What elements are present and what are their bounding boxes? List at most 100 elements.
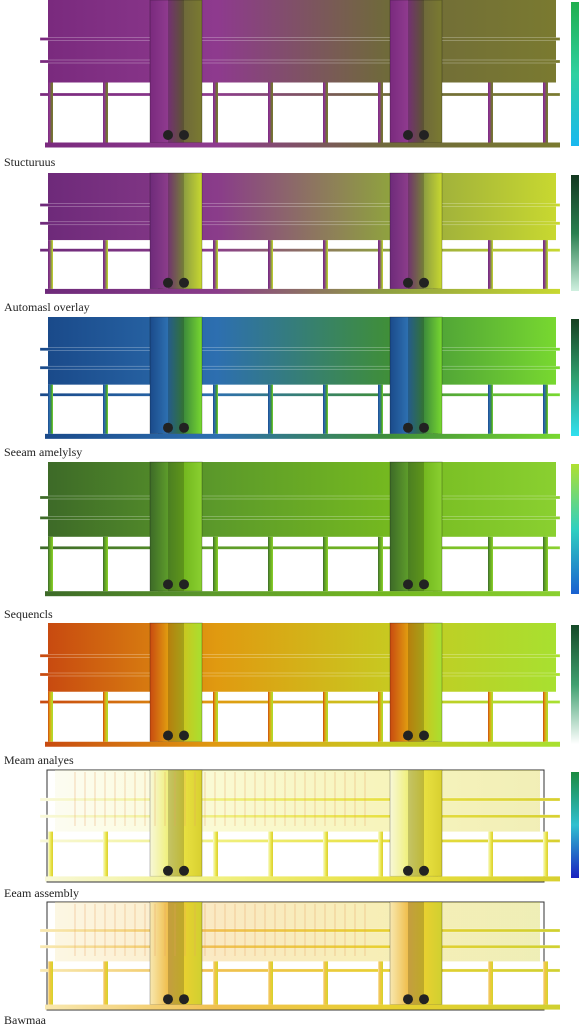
rail (39, 546, 561, 550)
leg (543, 240, 548, 289)
wheel (163, 865, 173, 876)
leg (48, 384, 53, 434)
wheel (163, 994, 173, 1005)
rail (39, 92, 561, 97)
column (389, 461, 443, 592)
rail (39, 516, 561, 520)
rail (39, 365, 561, 370)
leg (378, 82, 383, 143)
base-beam (45, 142, 560, 148)
leg (543, 536, 548, 592)
panel-label: Eeam assembly (4, 886, 79, 900)
wheel (179, 994, 189, 1005)
column-core (168, 317, 184, 434)
wheel (179, 865, 189, 876)
leg (103, 536, 108, 592)
leg (213, 691, 218, 742)
column (389, 0, 443, 143)
wheel (403, 730, 413, 741)
column-core (168, 623, 184, 742)
rail (39, 393, 561, 397)
leg (103, 691, 108, 742)
wheel (179, 130, 189, 140)
leg (378, 536, 383, 592)
panel (39, 0, 579, 148)
base-beam (45, 591, 560, 597)
leg (103, 831, 108, 877)
column-core (408, 623, 424, 742)
wheel (163, 422, 173, 433)
wheel (163, 579, 173, 590)
leg (48, 961, 53, 1005)
wheel (419, 422, 429, 433)
leg (103, 240, 108, 289)
wheel (419, 130, 429, 140)
rail (39, 347, 561, 351)
base-beam (45, 741, 560, 747)
leg (378, 831, 383, 877)
column (389, 172, 443, 290)
leg (268, 831, 273, 877)
panel (39, 461, 579, 597)
hull (48, 0, 556, 83)
leg (378, 961, 383, 1005)
panel-label: Automasl overlay (4, 300, 90, 314)
leg (378, 240, 383, 289)
color-bar (571, 625, 579, 744)
rail (39, 221, 561, 226)
panel-label: Meam analyes (4, 753, 74, 767)
wheel (403, 994, 413, 1005)
base-beam (45, 876, 560, 882)
panel (39, 769, 579, 883)
wheel (419, 277, 429, 288)
column (389, 901, 443, 1006)
wheel (403, 422, 413, 433)
rail (39, 814, 561, 819)
panel (39, 901, 561, 1011)
column-core (168, 902, 184, 1005)
leg (323, 536, 328, 592)
color-bar (571, 319, 579, 436)
rail (39, 968, 561, 973)
color-bar (571, 2, 579, 146)
leg (378, 691, 383, 742)
color-bar (571, 175, 579, 291)
leg (543, 691, 548, 742)
wheel (179, 730, 189, 741)
leg (543, 831, 548, 877)
column-core (168, 0, 184, 143)
rail (39, 944, 561, 949)
color-bar (571, 464, 579, 594)
leg (323, 961, 328, 1005)
leg (103, 384, 108, 434)
leg (488, 536, 493, 592)
column (389, 622, 443, 743)
panel-label: Bawmaa (4, 1013, 47, 1024)
leg (323, 82, 328, 143)
wheel (419, 730, 429, 741)
column-core (408, 0, 424, 143)
column-core (408, 462, 424, 592)
wheel (179, 422, 189, 433)
wheel (403, 130, 413, 140)
rail (39, 203, 561, 207)
rail (39, 672, 561, 677)
panel (39, 622, 579, 747)
leg (268, 691, 273, 742)
leg (103, 961, 108, 1005)
wheel (163, 130, 173, 140)
column (149, 172, 203, 290)
column (389, 316, 443, 435)
panel (39, 316, 579, 439)
leg (213, 961, 218, 1005)
leg (543, 961, 548, 1005)
leg (378, 384, 383, 434)
leg (323, 691, 328, 742)
rail (39, 495, 561, 500)
panel-label: Stucturuus (4, 155, 56, 169)
wheel (163, 730, 173, 741)
leg (48, 691, 53, 742)
column-core (408, 173, 424, 289)
leg (323, 384, 328, 434)
